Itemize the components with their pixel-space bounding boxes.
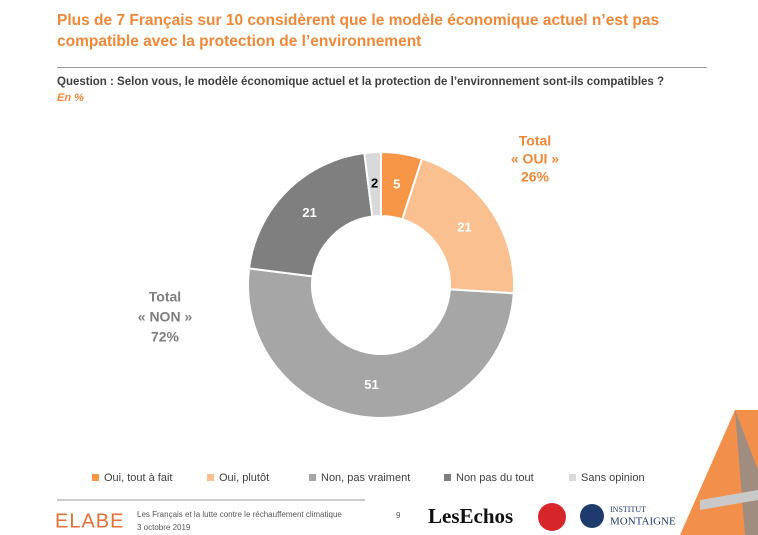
partner-icon xyxy=(580,504,604,528)
data-label: 21 xyxy=(302,205,316,220)
donut-segment xyxy=(363,150,382,218)
annotation: « OUI » xyxy=(511,151,559,167)
data-label: 21 xyxy=(457,220,471,235)
data-label: 51 xyxy=(364,377,378,392)
donut-segment xyxy=(247,151,374,278)
partner-logo: INSTITUT xyxy=(610,505,646,514)
partner-logo: MONTAIGNE xyxy=(610,516,676,528)
data-label: 2 xyxy=(371,176,378,191)
chart-title: Plus de 7 Français sur 10 considèrent qu… xyxy=(57,12,660,50)
legend-label: Sans opinion xyxy=(581,472,645,484)
annotation: Total xyxy=(519,133,551,149)
annotation: 26% xyxy=(521,169,550,185)
legend-label: Oui, tout à fait xyxy=(104,472,172,484)
legend-swatch xyxy=(569,474,576,481)
study-name: Les Français et la lutte contre le récha… xyxy=(137,510,342,519)
brand-logo: ELABE xyxy=(55,510,124,532)
annotation: 72% xyxy=(151,329,180,345)
rule xyxy=(57,67,707,68)
study-date: 3 octobre 2019 xyxy=(137,523,191,532)
legend-swatch xyxy=(207,474,214,481)
partner-logo: LesEchos xyxy=(428,504,513,528)
legend-swatch xyxy=(444,474,451,481)
annotation: « NON » xyxy=(138,309,193,325)
page-number: 9 xyxy=(396,511,401,520)
legend-label: Non pas du tout xyxy=(456,472,534,484)
unit-note: En % xyxy=(57,92,84,104)
partner-icon xyxy=(538,503,566,531)
donut-segment xyxy=(247,267,515,419)
legend-swatch xyxy=(92,474,99,481)
decor xyxy=(735,410,758,535)
chart-subtitle: Question : Selon vous, le modèle économi… xyxy=(57,76,665,88)
data-label: 5 xyxy=(393,177,400,192)
legend-label: Non, pas vraiment xyxy=(321,472,410,484)
legend-swatch xyxy=(309,474,316,481)
decor xyxy=(700,490,758,510)
legend-label: Oui, plutôt xyxy=(219,472,269,484)
annotation: Total xyxy=(149,289,181,305)
donut-segment xyxy=(401,157,515,295)
